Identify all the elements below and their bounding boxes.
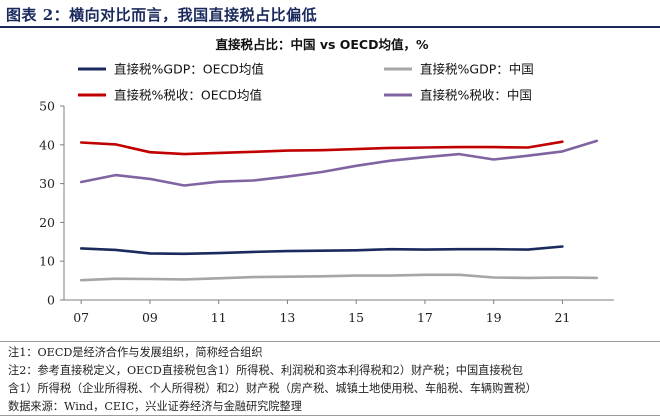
chart-axes: 0 10 20 30 40 50 07 09 11 13 15 17 19 21 [39,99,614,325]
x-tick-label: 17 [417,310,433,325]
figure-title: 图表 2：横向对比而言，我国直接税占比偏低 [6,6,318,24]
title-divider [0,26,660,28]
bottom-divider [0,415,660,416]
series-line-2 [79,273,599,282]
y-tick-label: 20 [39,215,55,230]
legend-label: 直接税%GDP：中国 [420,62,534,77]
legend-label: 直接税%税收：中国 [420,88,532,103]
x-tick-label: 21 [554,310,570,325]
legend-label: 直接税%GDP：OECD均值 [114,62,264,77]
chart-area: 直接税占比：中国 vs OECD均值，% 直接税%GDP：OECD均值 直接税%G… [0,28,660,340]
note-line: 注2：参考直接税定义，OECD直接税包含1）所得税、利润税和资本利得税和2）财产… [8,364,523,377]
notes-block: 注1：OECD是经济合作与发展组织，简称经合组织 注2：参考直接税定义，OECD… [8,344,656,416]
series-line-3 [79,140,564,156]
chart-legend: 直接税%GDP：OECD均值 直接税%GDP：中国直接税%税收：OECD均值 直接税… [78,62,534,103]
y-tick-label: 0 [47,293,55,308]
legend-label: 直接税%税收：OECD均值 [114,88,262,103]
note-line: 含1）所得税（企业所得税、个人所得税）和2）财产税（房产税、城镇土地使用税、车船… [8,382,537,395]
y-tick-label: 30 [39,176,55,191]
series-line-1 [79,245,564,256]
notes-divider [0,341,660,342]
x-tick-label: 07 [73,310,89,325]
x-tick-label: 13 [279,310,295,325]
y-tick-label: 10 [39,254,55,269]
source-line: 数据来源：Wind，CEIC，兴业证券经济与金融研究院整理 [8,400,302,413]
x-tick-label: 11 [211,310,227,325]
series-line-4 [79,139,599,187]
x-tick-label: 09 [142,310,158,325]
chart-title: 直接税占比：中国 vs OECD均值，% [215,37,429,52]
note-line: 注1：OECD是经济合作与发展组织，简称经合组织 [8,346,263,359]
y-tick-label: 50 [39,99,55,114]
line-chart: 直接税占比：中国 vs OECD均值，% 直接税%GDP：OECD均值 直接税%G… [39,37,614,325]
y-tick-label: 40 [39,137,55,152]
x-tick-label: 15 [348,310,364,325]
chart-series [79,139,599,282]
x-tick-label: 19 [486,310,502,325]
